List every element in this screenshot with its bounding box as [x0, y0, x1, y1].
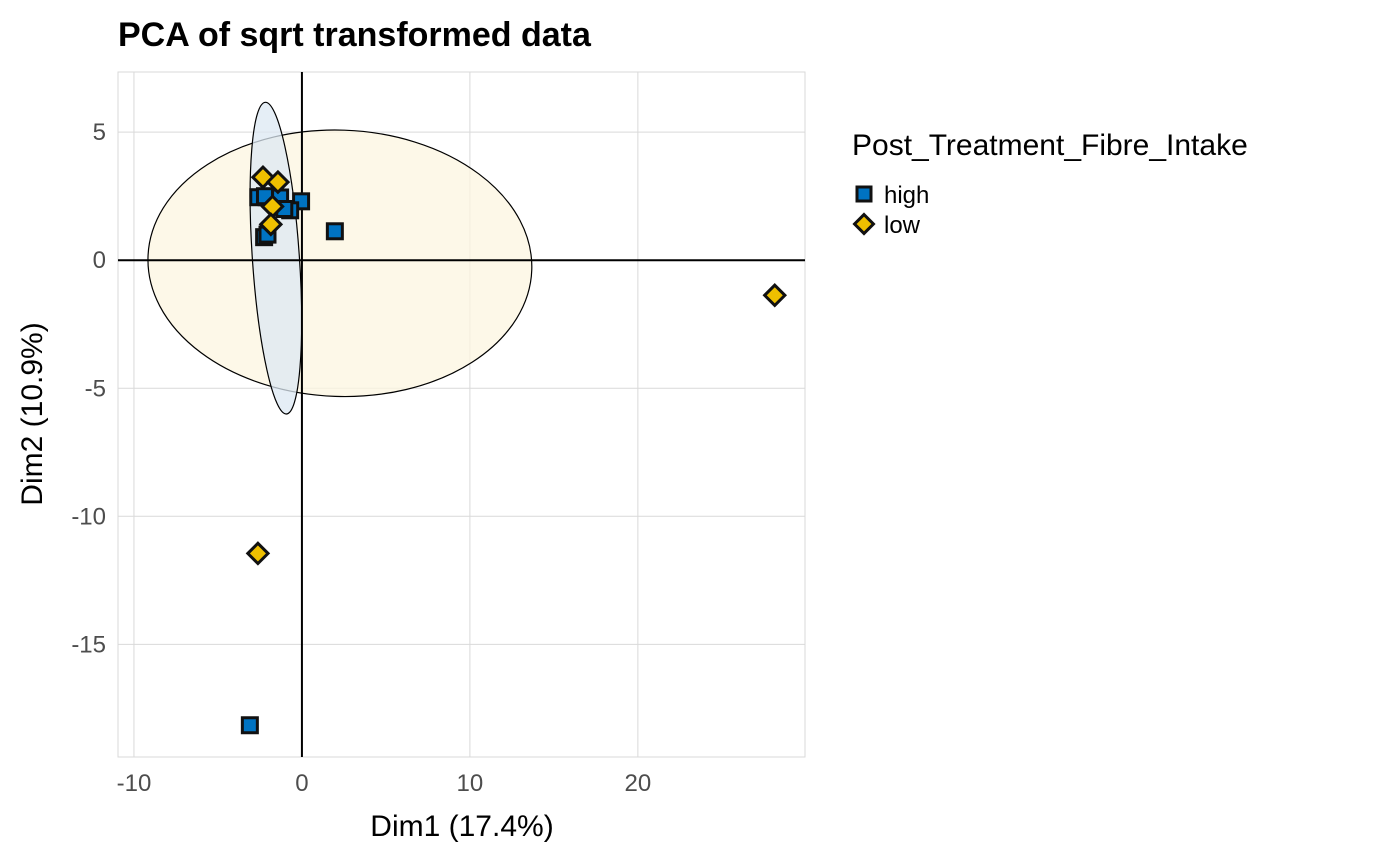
x-axis-label: Dim1 (17.4%)	[370, 810, 553, 843]
tick-labels: -10 0 10 20 5 0 -5 -10 -15	[71, 119, 651, 797]
legend-key-high	[855, 185, 873, 203]
legend-key-low	[852, 212, 876, 236]
x-tick-label: 0	[295, 770, 308, 797]
y-tick-label: 0	[93, 247, 106, 274]
legend-title: Post_Treatment_Fibre_Intake	[852, 129, 1248, 162]
ellipse-low	[147, 129, 533, 398]
grid	[117, 71, 806, 758]
point-high	[240, 716, 259, 735]
x-tick-label: 20	[625, 770, 652, 797]
legend-label-high: high	[884, 182, 929, 209]
x-tick-label: 10	[457, 770, 484, 797]
point-low	[245, 541, 271, 566]
y-tick-label: -10	[71, 503, 106, 530]
y-tick-label: -5	[85, 375, 106, 402]
point-low	[762, 283, 788, 308]
point-high	[325, 222, 344, 241]
panel-border	[117, 71, 806, 758]
y-tick-label: -15	[71, 631, 106, 658]
y-axis-label: Dim2 (10.9%)	[16, 322, 49, 505]
x-tick-label: -10	[117, 770, 152, 797]
y-tick-label: 5	[93, 119, 106, 146]
confidence-ellipses	[147, 101, 533, 415]
legend-label-low: low	[884, 212, 921, 239]
points	[240, 165, 788, 735]
point-low	[265, 169, 291, 195]
chart-title: PCA of sqrt transformed data	[118, 16, 592, 54]
legend: Post_Treatment_Fibre_Intake high low	[852, 129, 1248, 239]
zero-lines	[118, 72, 805, 757]
point-low	[258, 212, 284, 237]
